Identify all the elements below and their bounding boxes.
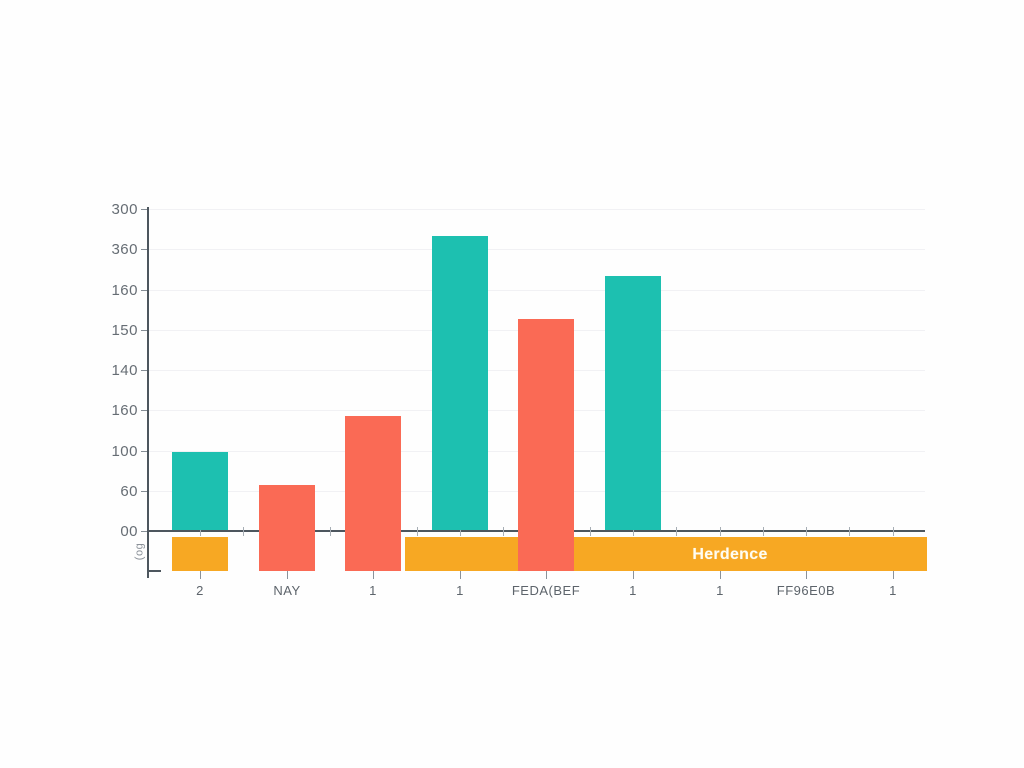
y-axis-tick [141,249,148,250]
baseline-minor-tick [893,527,894,536]
baseline-minor-tick [200,527,201,536]
bar-teal [432,236,488,530]
baseline-minor-tick [720,527,721,536]
x-axis-label: 1 [716,583,724,598]
x-axis-label: FEDA(BEF [511,583,581,598]
highlight-band-segment [405,537,927,571]
baseline-minor-tick [243,527,244,536]
baseline-minor-tick [417,527,418,536]
bar-coral [345,416,401,571]
baseline-minor-tick [460,527,461,536]
x-axis-label: 2 [196,583,204,598]
x-axis-tick [460,571,461,579]
y-axis-label: 100 [111,443,138,460]
highlight-band-segment [172,537,228,571]
baseline-minor-tick [763,527,764,536]
baseline-minor-tick [330,527,331,536]
x-axis-tick [633,571,634,579]
horizontal-gridline [149,290,925,291]
y-axis-label: 00 [120,523,138,540]
y-axis-label: 160 [111,282,138,299]
bar-teal [172,452,228,530]
y-axis-unit-label: (og [133,542,146,561]
axis-bottom-stub [147,570,161,572]
x-axis-label: FF96E0B [776,583,836,598]
y-axis-label: 140 [111,362,138,379]
y-axis-label: 160 [111,402,138,419]
y-axis-label: 360 [111,241,138,258]
y-axis-tick [141,491,148,492]
baseline-minor-tick [503,527,504,536]
x-axis-tick [373,571,374,579]
x-axis-tick [287,571,288,579]
bar-coral [518,319,574,571]
y-axis-tick [141,410,148,411]
y-axis-tick [141,209,148,210]
x-axis-tick [893,571,894,579]
horizontal-gridline [149,209,925,210]
x-axis-label: 1 [456,583,464,598]
y-axis-tick [141,290,148,291]
x-axis-tick [546,571,547,579]
x-axis-tick [720,571,721,579]
baseline-minor-tick [676,527,677,536]
baseline-minor-tick [633,527,634,536]
bar-coral [259,485,315,571]
y-axis-label: 150 [111,322,138,339]
x-axis-label: NAY [273,583,301,598]
y-axis-label: 300 [111,201,138,218]
x-axis-label: 1 [889,583,897,598]
band-label: Herdence [692,546,768,563]
x-axis-tick [200,571,201,579]
horizontal-gridline [149,249,925,250]
y-axis-line [147,207,149,578]
baseline-minor-tick [590,527,591,536]
y-axis-tick [141,451,148,452]
y-axis-tick [141,330,148,331]
y-axis-label: 60 [120,483,138,500]
y-axis-tick [141,370,148,371]
y-axis-tick [141,531,148,532]
x-axis-label: 1 [369,583,377,598]
bar-teal [605,276,661,530]
x-axis-tick [806,571,807,579]
baseline-minor-tick [849,527,850,536]
x-axis-label: 1 [629,583,637,598]
baseline-minor-tick [806,527,807,536]
